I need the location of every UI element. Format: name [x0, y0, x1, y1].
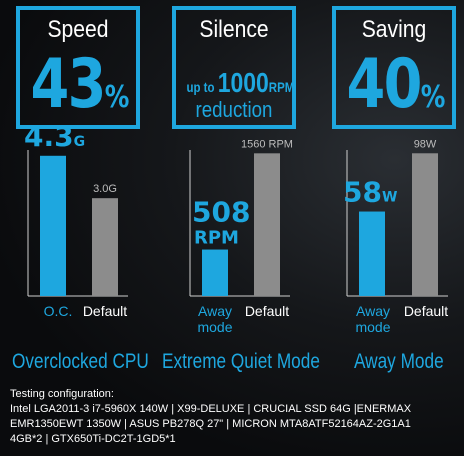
saving-box: Saving 40% [332, 6, 456, 129]
saving-number: 40 [346, 45, 422, 124]
chart-1-bar-0 [202, 249, 228, 296]
chart-title-overclocked: Overclocked CPU [12, 350, 149, 373]
silence-value: 1000 [217, 67, 269, 98]
silence-unit: RPM [268, 79, 295, 95]
speed-title: Speed [47, 16, 109, 43]
speed-value: 43% [30, 50, 129, 133]
silence-box: Silence up to 1000RPM reduction [172, 6, 296, 129]
testing-configuration: Testing configuration: Intel LGA2011-3 i… [10, 387, 460, 447]
chart-0-category-label-0: O.C. [44, 303, 73, 319]
chart-1-category-label-0-line-1: mode [197, 319, 232, 335]
chart-title-quiet: Extreme Quiet Mode [162, 350, 320, 373]
chart-0-value-label-1: 3.0G [93, 183, 117, 195]
silence-line1: up to 1000RPM [186, 67, 294, 99]
chart-2-value-label-0: 58W [343, 176, 397, 209]
testing-line2: EMR1350EWT 1350W | ASUS PB278Q 27" | MIC… [10, 418, 411, 430]
chart-2-bar-1 [412, 153, 438, 296]
saving-title: Saving [361, 16, 427, 43]
chart-0-value-label-0: 4.3G [24, 120, 85, 153]
chart-2-bar-0 [359, 211, 385, 296]
chart-2-category-label-0-line-0: Away [356, 303, 390, 319]
saving-value: 40% [346, 50, 445, 133]
chart-1-value-label-0: 508 [192, 196, 250, 229]
chart-2-value-label-1: 98W [414, 138, 437, 150]
chart-1-value-label-1: 1560 RPM [241, 138, 293, 150]
chart-1-category-label-1: Default [245, 303, 289, 319]
chart-0-bar-0 [40, 155, 66, 296]
chart-2-category-label-1: Default [404, 303, 448, 319]
saving-unit: % [420, 80, 446, 115]
chart-1-value-unit-0: RPM [194, 228, 239, 249]
silence-prefix: up to [186, 79, 218, 95]
chart-0-bar-1 [92, 198, 118, 296]
speed-unit: % [104, 80, 130, 115]
speed-box: Speed 43% [16, 6, 140, 129]
chart-2-category-label-0-line-1: mode [355, 319, 390, 335]
testing-line3: 4GB*2 | GTX650Ti-DC2T-1GD5*1 [10, 433, 176, 445]
chart-1-category-label-0-line-0: Away [198, 303, 232, 319]
silence-line2: reduction [195, 97, 273, 122]
testing-heading: Testing configuration: [10, 388, 114, 400]
speed-number: 43 [30, 45, 106, 124]
silence-title: Silence [199, 16, 269, 43]
chart-title-away: Away Mode [354, 350, 444, 373]
testing-line1: Intel LGA2011-3 i7-5960X 140W | X99-DELU… [10, 403, 412, 415]
chart-1-bar-1 [254, 153, 280, 296]
chart-0-category-label-1: Default [83, 303, 127, 319]
